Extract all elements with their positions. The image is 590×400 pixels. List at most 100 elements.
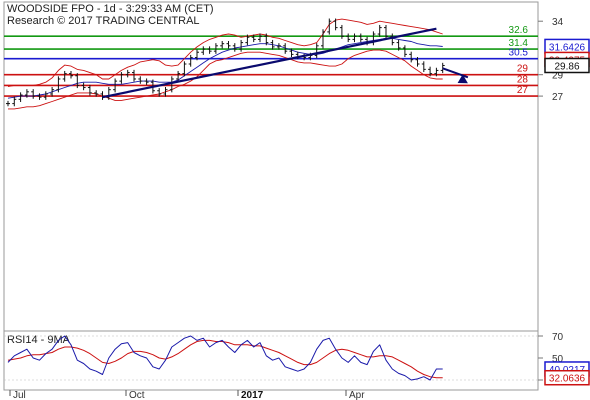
price-bar bbox=[132, 69, 136, 82]
price-bar bbox=[264, 33, 269, 46]
price-bar bbox=[415, 57, 420, 67]
price-bar bbox=[37, 93, 42, 100]
price-bar bbox=[81, 82, 86, 91]
y-tick-label: 34 bbox=[552, 17, 564, 28]
x-tick-label: Jul bbox=[13, 390, 26, 400]
price-bar bbox=[207, 46, 212, 54]
price-bar bbox=[75, 73, 80, 89]
price-bar bbox=[157, 88, 162, 97]
price-bar bbox=[396, 39, 401, 51]
chart-copyright: Research © 2017 TRADING CENTRAL bbox=[7, 15, 200, 27]
price-bar bbox=[327, 18, 332, 35]
price-bar bbox=[144, 78, 149, 85]
price-bar bbox=[226, 40, 231, 49]
price-bar bbox=[289, 48, 294, 58]
moving-average-line bbox=[7, 37, 443, 99]
level-label: 29 bbox=[517, 64, 529, 75]
price-bar bbox=[409, 51, 414, 63]
price-value-tag-box bbox=[544, 57, 590, 74]
x-tick-label: Apr bbox=[349, 390, 365, 400]
price-bar bbox=[339, 24, 344, 39]
forecast-arrow-shaft bbox=[442, 67, 469, 79]
price-bar bbox=[113, 78, 118, 93]
rsi-tick-label: 70 bbox=[552, 332, 564, 343]
level-label: 31.4 bbox=[509, 38, 529, 49]
value-tags: 31.642630.427529.8640.021732.0636 bbox=[544, 38, 590, 386]
price-bar bbox=[50, 87, 55, 97]
price-bar bbox=[94, 90, 99, 97]
rsi-tick-label: 50 bbox=[552, 354, 564, 365]
price-panel bbox=[3, 1, 539, 332]
price-bars bbox=[6, 18, 445, 107]
price-bar bbox=[232, 43, 237, 52]
rsi-value-tag-label: 32.0636 bbox=[549, 374, 586, 385]
rsi-panel bbox=[3, 330, 539, 391]
price-bar bbox=[18, 92, 23, 102]
rsi-title: RSI14 - 9MA bbox=[7, 334, 71, 346]
bollinger-bands bbox=[7, 18, 443, 110]
price-value-tag-label: 29.86 bbox=[554, 61, 579, 72]
price-bar bbox=[62, 70, 67, 82]
price-bar bbox=[440, 62, 445, 74]
price-bar bbox=[245, 34, 250, 46]
rsi-lines bbox=[4, 335, 538, 381]
rsi-line bbox=[7, 335, 443, 381]
price-bar bbox=[377, 24, 382, 37]
level-label: 28 bbox=[517, 74, 529, 85]
price-bar bbox=[333, 18, 338, 31]
price-bar bbox=[6, 100, 10, 107]
chart-title: WOODSIDE FPO - 1d - 3:29:33 AM (CET) bbox=[7, 3, 214, 15]
x-tick-label: 2017 bbox=[241, 390, 264, 400]
price-bar bbox=[321, 29, 325, 49]
price-value-tag-label: 31.6426 bbox=[549, 42, 586, 53]
price-bar bbox=[169, 76, 174, 93]
price-bar bbox=[434, 67, 439, 77]
price-bar bbox=[176, 70, 181, 82]
price-bar bbox=[421, 61, 426, 73]
price-bar bbox=[390, 33, 395, 46]
price-bar bbox=[182, 61, 187, 77]
price-bar bbox=[87, 84, 92, 96]
price-bar bbox=[346, 33, 351, 43]
price-bar bbox=[428, 66, 433, 77]
price-bar bbox=[314, 43, 319, 59]
y-tick-label: 29 bbox=[552, 71, 564, 82]
price-bar bbox=[251, 34, 256, 43]
price-bar bbox=[258, 33, 262, 43]
price-bar bbox=[12, 96, 17, 107]
price-bar bbox=[119, 72, 124, 84]
price-bar bbox=[188, 54, 193, 67]
price-bar bbox=[384, 24, 388, 39]
price-bar bbox=[220, 40, 225, 49]
price-bar bbox=[31, 89, 36, 99]
price-bar bbox=[125, 69, 130, 78]
price-bar bbox=[270, 39, 275, 50]
price-bar bbox=[201, 46, 206, 55]
x-tick-label: Oct bbox=[129, 390, 145, 400]
rsi-value-tag-box bbox=[544, 369, 590, 386]
forecast-arrow-head bbox=[457, 74, 468, 84]
trend-overlays bbox=[102, 27, 469, 99]
level-label: 32.6 bbox=[509, 25, 529, 36]
price-bar bbox=[69, 70, 73, 79]
price-bar bbox=[195, 49, 199, 61]
price-bar bbox=[138, 76, 143, 84]
price-bar bbox=[352, 33, 357, 43]
price-bar bbox=[402, 45, 407, 58]
price-bar bbox=[163, 87, 168, 97]
price-bar bbox=[56, 76, 61, 93]
price-bar bbox=[213, 43, 218, 54]
level-label: 27 bbox=[517, 85, 529, 96]
price-bar bbox=[283, 43, 288, 54]
bollinger-upper-line bbox=[7, 18, 443, 87]
price-bar bbox=[358, 33, 363, 43]
price-bar bbox=[276, 43, 281, 50]
price-bar bbox=[24, 89, 29, 98]
trendline bbox=[102, 27, 437, 99]
level-label: 30.5 bbox=[509, 48, 529, 59]
price-bar bbox=[239, 39, 244, 52]
price-bar bbox=[43, 91, 48, 100]
y-tick-label: 27 bbox=[552, 92, 564, 103]
